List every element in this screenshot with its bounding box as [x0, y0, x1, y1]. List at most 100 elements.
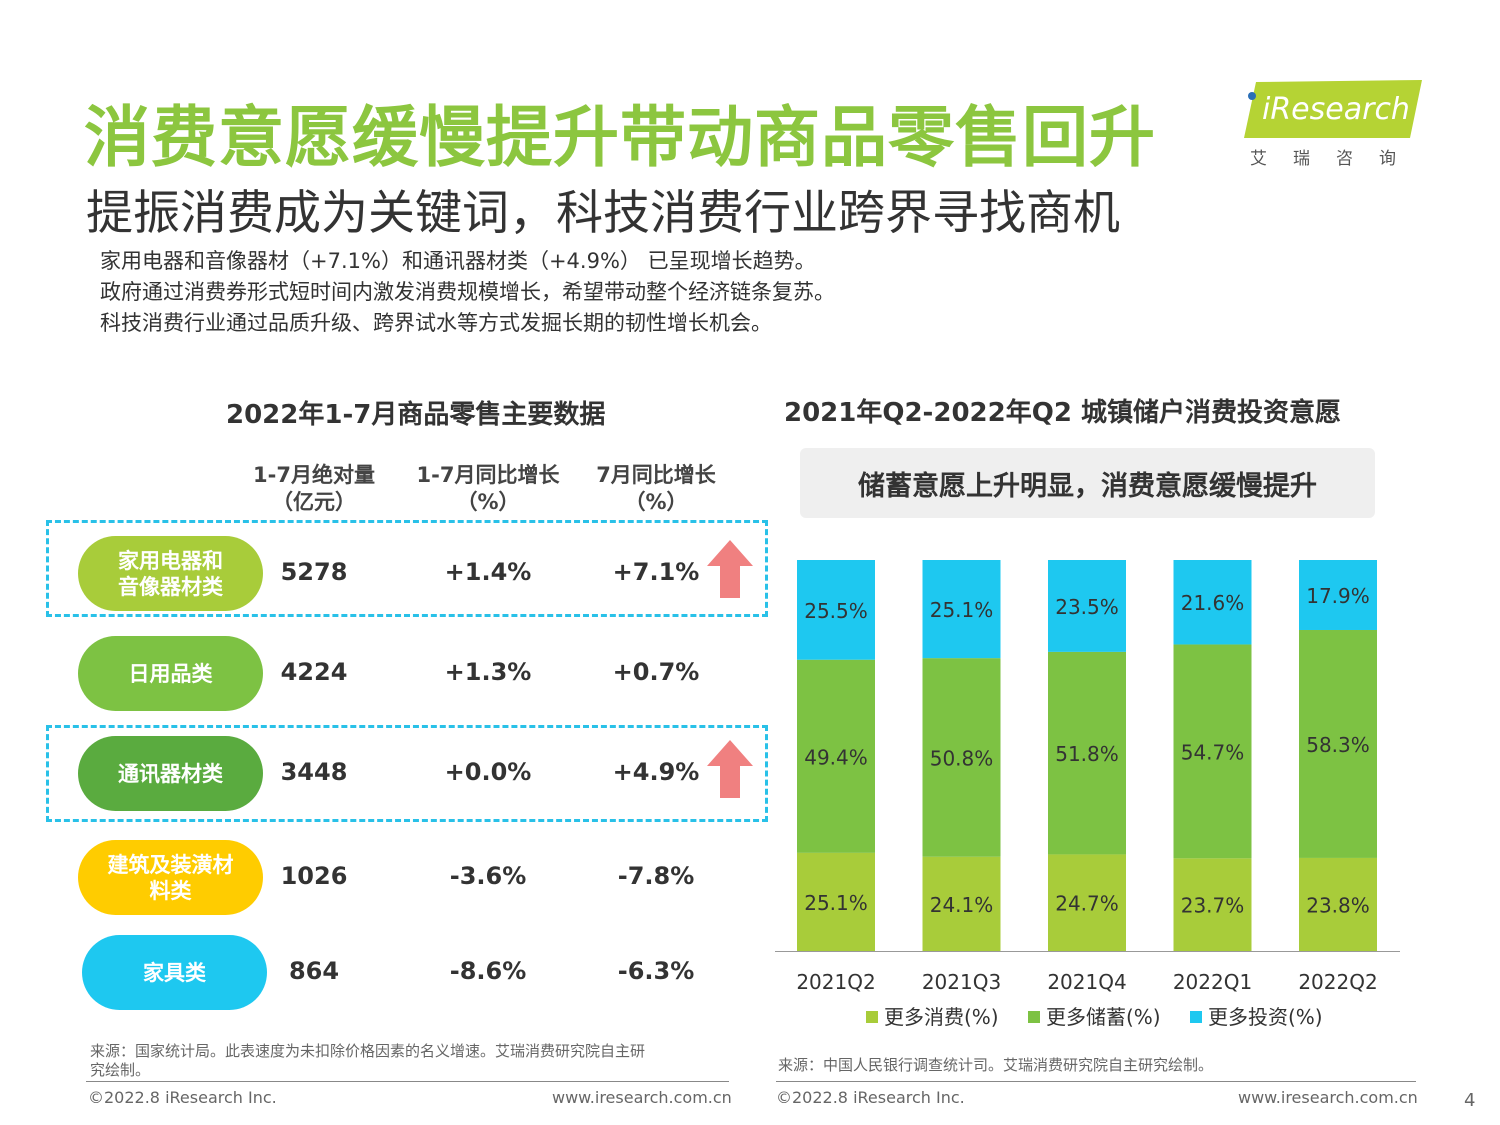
- stacked-bar-chart: 25.1% 49.4% 25.5% 2021Q2 24.1% 50.8% 25.1% 2021…: [775, 560, 1400, 1029]
- bar-segment: [1173, 560, 1252, 645]
- footer-divider: [86, 1081, 729, 1082]
- cell-abs: 3448: [280, 758, 348, 786]
- category-label-line: 家用电器和: [118, 548, 223, 573]
- highlight-box: [46, 520, 768, 617]
- x-tick-label: 2021Q4: [1047, 970, 1126, 994]
- page-subtitle: 提振消费成为关键词，科技消费行业跨界寻找商机: [86, 186, 1120, 241]
- col-header-line: 7月同比增长: [596, 463, 716, 487]
- x-tick-label: 2021Q3: [922, 970, 1001, 994]
- data-label: 23.7%: [1181, 894, 1245, 918]
- cell-jul: -6.3%: [617, 957, 695, 985]
- x-tick-label: 2022Q1: [1173, 970, 1252, 994]
- cell-abs: 4224: [280, 658, 348, 686]
- category-label-line: 料类: [149, 878, 192, 903]
- category-label-line: 通讯器材类: [118, 761, 223, 786]
- up-arrow-icon: [707, 540, 753, 598]
- category-label: 家用电器和 音像器材类: [118, 548, 223, 600]
- category-pill: 建筑及装潢材 料类: [78, 840, 263, 915]
- summary-text: 家用电器和音像器材（+7.1%）和通讯器材类（+4.9%） 已呈现增长趋势。 政…: [100, 246, 835, 339]
- bar-segment: [1173, 858, 1252, 951]
- legend-swatch: [866, 1011, 878, 1023]
- cell-abs: 864: [288, 957, 340, 985]
- right-copyright: ©2022.8 iResearch Inc.: [776, 1088, 965, 1107]
- bar-segment: [922, 856, 1001, 951]
- cell-abs: 5278: [280, 558, 348, 586]
- category-label-line: 日用品类: [128, 661, 213, 686]
- category-label-line: 建筑及装潢材: [107, 852, 234, 877]
- bar-segment: [1048, 560, 1126, 652]
- source-line: 究绘制。: [90, 1061, 151, 1079]
- cell-jul: +0.7%: [612, 658, 700, 686]
- data-label: 17.9%: [1306, 584, 1370, 608]
- bar-segment: [922, 658, 1001, 857]
- page-number: 4: [1464, 1090, 1476, 1111]
- data-label: 24.1%: [930, 893, 994, 917]
- iresearch-logo: iResearch 艾瑞咨询: [1244, 80, 1424, 170]
- right-source-note: 来源：中国人民银行调查统计司。艾瑞消费研究院自主研究绘制。: [778, 1056, 1214, 1074]
- bar-segment: [1299, 560, 1377, 630]
- x-tick-label: 2021Q2: [796, 970, 875, 994]
- logo-wordmark: iResearch: [1262, 92, 1410, 127]
- page-title: 消费意愿缓慢提升带动商品零售回升: [84, 99, 1156, 176]
- left-website: www.iresearch.com.cn: [552, 1088, 732, 1107]
- bar-segment: [1299, 629, 1377, 858]
- data-label: 51.8%: [1055, 742, 1119, 766]
- category-label: 建筑及装潢材 料类: [108, 852, 234, 904]
- cell-ytd: +0.0%: [444, 758, 532, 786]
- col-header-line: （亿元）: [272, 490, 356, 514]
- data-label: 50.8%: [930, 746, 994, 770]
- cell-ytd: -8.6%: [449, 957, 527, 985]
- category-pill: 日用品类: [78, 636, 263, 711]
- right-panel-title: 2021年Q2-2022年Q2 城镇储户消费投资意愿: [784, 398, 1341, 428]
- left-copyright: ©2022.8 iResearch Inc.: [88, 1088, 277, 1107]
- bar-segment: [797, 560, 875, 660]
- left-source-note: 来源：国家统计局。此表速度为未扣除价格因素的名义增速。艾瑞消费研究院自主研 究绘…: [90, 1042, 730, 1080]
- category-label: 家具类: [143, 960, 206, 986]
- data-label: 25.5%: [804, 599, 868, 623]
- bar-segment: [797, 659, 875, 853]
- category-label-line: 音像器材类: [118, 574, 223, 599]
- cell-ytd: +1.3%: [444, 658, 532, 686]
- cell-jul: -7.8%: [617, 862, 695, 890]
- data-label: 54.7%: [1181, 740, 1245, 764]
- data-label: 25.1%: [930, 598, 994, 622]
- footer-divider: [776, 1081, 1416, 1082]
- summary-line: 政府通过消费券形式短时间内激发消费规模增长，希望带动整个经济链条复苏。: [100, 280, 835, 304]
- col-header-absolute: 1-7月绝对量 （亿元）: [238, 462, 390, 516]
- col-header-ytd: 1-7月同比增长 （%）: [404, 462, 572, 516]
- col-header-line: 1-7月绝对量: [253, 463, 375, 487]
- bar-segment: [1173, 644, 1252, 859]
- data-label: 24.7%: [1055, 892, 1119, 916]
- data-label: 23.8%: [1306, 893, 1370, 917]
- cell-ytd: +1.4%: [444, 558, 532, 586]
- legend-label: 更多投资(%): [1208, 1005, 1323, 1029]
- legend-label: 更多消费(%): [884, 1005, 999, 1029]
- bar-segment: [797, 852, 875, 951]
- bar-segment: [1048, 854, 1126, 951]
- source-line: 来源：国家统计局。此表速度为未扣除价格因素的名义增速。艾瑞消费研究院自主研: [90, 1042, 646, 1060]
- category-label: 通讯器材类: [118, 761, 223, 787]
- category-pill: 通讯器材类: [78, 736, 263, 811]
- data-label: 23.5%: [1055, 595, 1119, 619]
- summary-line: 科技消费行业通过品质升级、跨界试水等方式发掘长期的韧性增长机会。: [100, 311, 772, 335]
- up-arrow-icon: [707, 740, 753, 798]
- chart-callout: 储蓄意愿上升明显，消费意愿缓慢提升: [800, 448, 1375, 518]
- left-panel-title: 2022年1-7月商品零售主要数据: [226, 400, 606, 430]
- right-website: www.iresearch.com.cn: [1238, 1088, 1418, 1107]
- col-header-line: （%）: [624, 490, 688, 514]
- category-label: 日用品类: [129, 661, 213, 687]
- data-label: 58.3%: [1306, 733, 1370, 757]
- bar-segment: [1299, 857, 1377, 951]
- col-header-line: （%）: [456, 490, 520, 514]
- bar-segment: [922, 560, 1001, 659]
- cell-ytd: -3.6%: [449, 862, 527, 890]
- highlight-box: [46, 725, 768, 822]
- col-header-july: 7月同比增长 （%）: [580, 462, 732, 516]
- cell-abs: 1026: [280, 862, 348, 890]
- x-tick-label: 2022Q2: [1298, 970, 1377, 994]
- legend-label: 更多储蓄(%): [1046, 1005, 1161, 1029]
- col-header-line: 1-7月同比增长: [416, 463, 560, 487]
- legend-swatch: [1190, 1011, 1202, 1023]
- legend-swatch: [1028, 1011, 1040, 1023]
- summary-line: 家用电器和音像器材（+7.1%）和通讯器材类（+4.9%） 已呈现增长趋势。: [100, 249, 816, 273]
